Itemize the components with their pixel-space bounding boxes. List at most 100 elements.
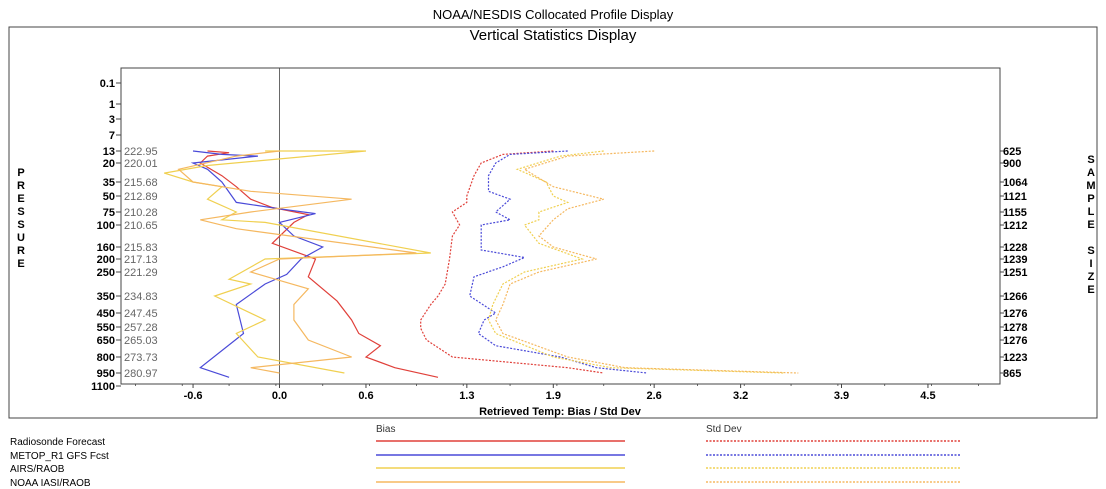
mean-temp-label: 217.13: [124, 254, 158, 266]
chart-title: Vertical Statistics Display: [470, 27, 637, 44]
x-tick-label: 0.0: [272, 390, 287, 402]
pressure-tick-label: 100: [97, 220, 115, 232]
series-lines: [164, 150, 799, 378]
sample-size-label: 1228: [1003, 242, 1027, 254]
legend-series-name: Radiosonde Forecast: [10, 437, 105, 448]
bias-line: [164, 150, 431, 374]
pressure-tick-label: 650: [97, 335, 115, 347]
sample-size-label: 1223: [1003, 352, 1027, 364]
sample-size-label-letter: A: [1087, 167, 1095, 179]
pressure-tick-label: 75: [103, 207, 115, 219]
sample-size-label-letter: S: [1087, 154, 1094, 166]
pressure-label-letter: E: [17, 193, 24, 205]
sample-size-label-letter: S: [1087, 245, 1094, 257]
sample-size-label-letter: E: [1087, 284, 1094, 296]
sample-size-label-letter: Z: [1088, 271, 1095, 283]
pressure-tick-label: 3: [109, 114, 115, 126]
sample-size-label: 1278: [1003, 322, 1027, 334]
x-tick-label: -0.6: [184, 390, 203, 402]
sample-size-label-letter: M: [1086, 180, 1095, 192]
pressure-label-letter: R: [17, 245, 25, 257]
std-dev-line: [495, 150, 799, 374]
x-tick-label: 2.6: [647, 390, 662, 402]
sample-size-label: 1276: [1003, 308, 1027, 320]
mean-temp-label: 280.97: [124, 368, 158, 380]
pressure-tick-label: 550: [97, 322, 115, 334]
mean-temp-label: 215.68: [124, 177, 158, 189]
mean-temp-label: 212.89: [124, 191, 158, 203]
x-axis-label: Retrieved Temp: Bias / Std Dev: [479, 406, 642, 418]
x-tick-label: 0.6: [358, 390, 373, 402]
mean-temp-label: 221.29: [124, 267, 158, 279]
pressure-tick-label: 1100: [91, 381, 115, 393]
mean-temp-label: 247.45: [124, 308, 158, 320]
mean-temp-label: 210.65: [124, 220, 158, 232]
sample-size-label: 865: [1003, 368, 1021, 380]
pressure-tick-label: 20: [103, 158, 115, 170]
std-dev-line: [469, 150, 648, 374]
pressure-tick-label: 250: [97, 267, 115, 279]
sample-size-label: 1239: [1003, 254, 1027, 266]
x-tick-label: 3.9: [834, 390, 849, 402]
mean-temp-label: 265.03: [124, 335, 158, 347]
outer-frame: [8, 26, 1098, 419]
bias-line: [199, 150, 439, 378]
pressure-label-letter: S: [17, 206, 24, 218]
mean-temp-label: 222.95: [124, 146, 158, 158]
pressure-tick-label: 0.1: [100, 78, 115, 90]
legend-series-name: METOP_R1 GFS Fcst: [10, 451, 109, 462]
pressure-tick-label: 160: [97, 242, 115, 254]
sample-size-label: 1121: [1003, 191, 1027, 203]
mean-temp-label: 215.83: [124, 242, 158, 254]
x-tick-label: 1.3: [459, 390, 474, 402]
legend-series-name: AIRS/RAOB: [10, 464, 65, 475]
x-tick-label: 1.9: [546, 390, 561, 402]
sample-size-label: 625: [1003, 146, 1021, 158]
x-tick-label: 4.5: [920, 390, 935, 402]
sample-size-label-letter: L: [1088, 206, 1095, 218]
sample-size-label-letter: I: [1089, 258, 1092, 270]
sample-size-label-letter: P: [1087, 193, 1094, 205]
pressure-tick-label: 50: [103, 191, 115, 203]
sample-size-label: 1276: [1003, 335, 1027, 347]
pressure-label-letter: R: [17, 180, 25, 192]
pressure-label-letter: P: [17, 167, 24, 179]
legend-series-name: NOAA IASI/RAOB: [10, 478, 91, 489]
display-header: NOAA/NESDIS Collocated Profile Display: [433, 7, 674, 22]
legend-bias-header: Bias: [376, 424, 395, 435]
std-dev-line: [487, 150, 784, 374]
x-tick-label: 3.2: [733, 390, 748, 402]
pressure-tick-label: 450: [97, 308, 115, 320]
sample-size-label: 900: [1003, 158, 1021, 170]
mean-temp-label: 220.01: [124, 158, 158, 170]
pressure-tick-label: 350: [97, 291, 115, 303]
std-dev-line: [420, 150, 604, 374]
pressure-label-letter: E: [17, 258, 24, 270]
bias-line: [177, 150, 417, 374]
pressure-tick-label: 7: [109, 130, 115, 142]
pressure-tick-label: 950: [97, 368, 115, 380]
pressure-label-letter: U: [17, 232, 25, 244]
sample-size-label-letter: E: [1087, 219, 1094, 231]
pressure-label-letter: S: [17, 219, 24, 231]
sample-size-label: 1251: [1003, 267, 1027, 279]
sample-size-label: 1064: [1003, 177, 1028, 189]
sample-size-label: 1212: [1003, 220, 1027, 232]
pressure-tick-label: 800: [97, 352, 115, 364]
plot-area: [120, 67, 1001, 385]
pressure-tick-label: 35: [103, 177, 115, 189]
legend-std-header: Std Dev: [706, 424, 742, 435]
pressure-tick-label: 13: [103, 146, 115, 158]
x-axis: -0.6 0.0 0.6 1.3 1.9 2.6 3.2 3.9 4.5: [135, 384, 979, 402]
pressure-tick-label: 200: [97, 254, 115, 266]
pressure-tick-label: 1: [109, 99, 115, 111]
mean-temp-label: 210.28: [124, 207, 158, 219]
legend: Bias Std Dev Radiosonde Forecast METOP_R1 G…: [10, 424, 960, 489]
sample-size-label: 1155: [1003, 207, 1027, 219]
sample-size-label: 1266: [1003, 291, 1027, 303]
mean-temp-label: 257.28: [124, 322, 158, 334]
